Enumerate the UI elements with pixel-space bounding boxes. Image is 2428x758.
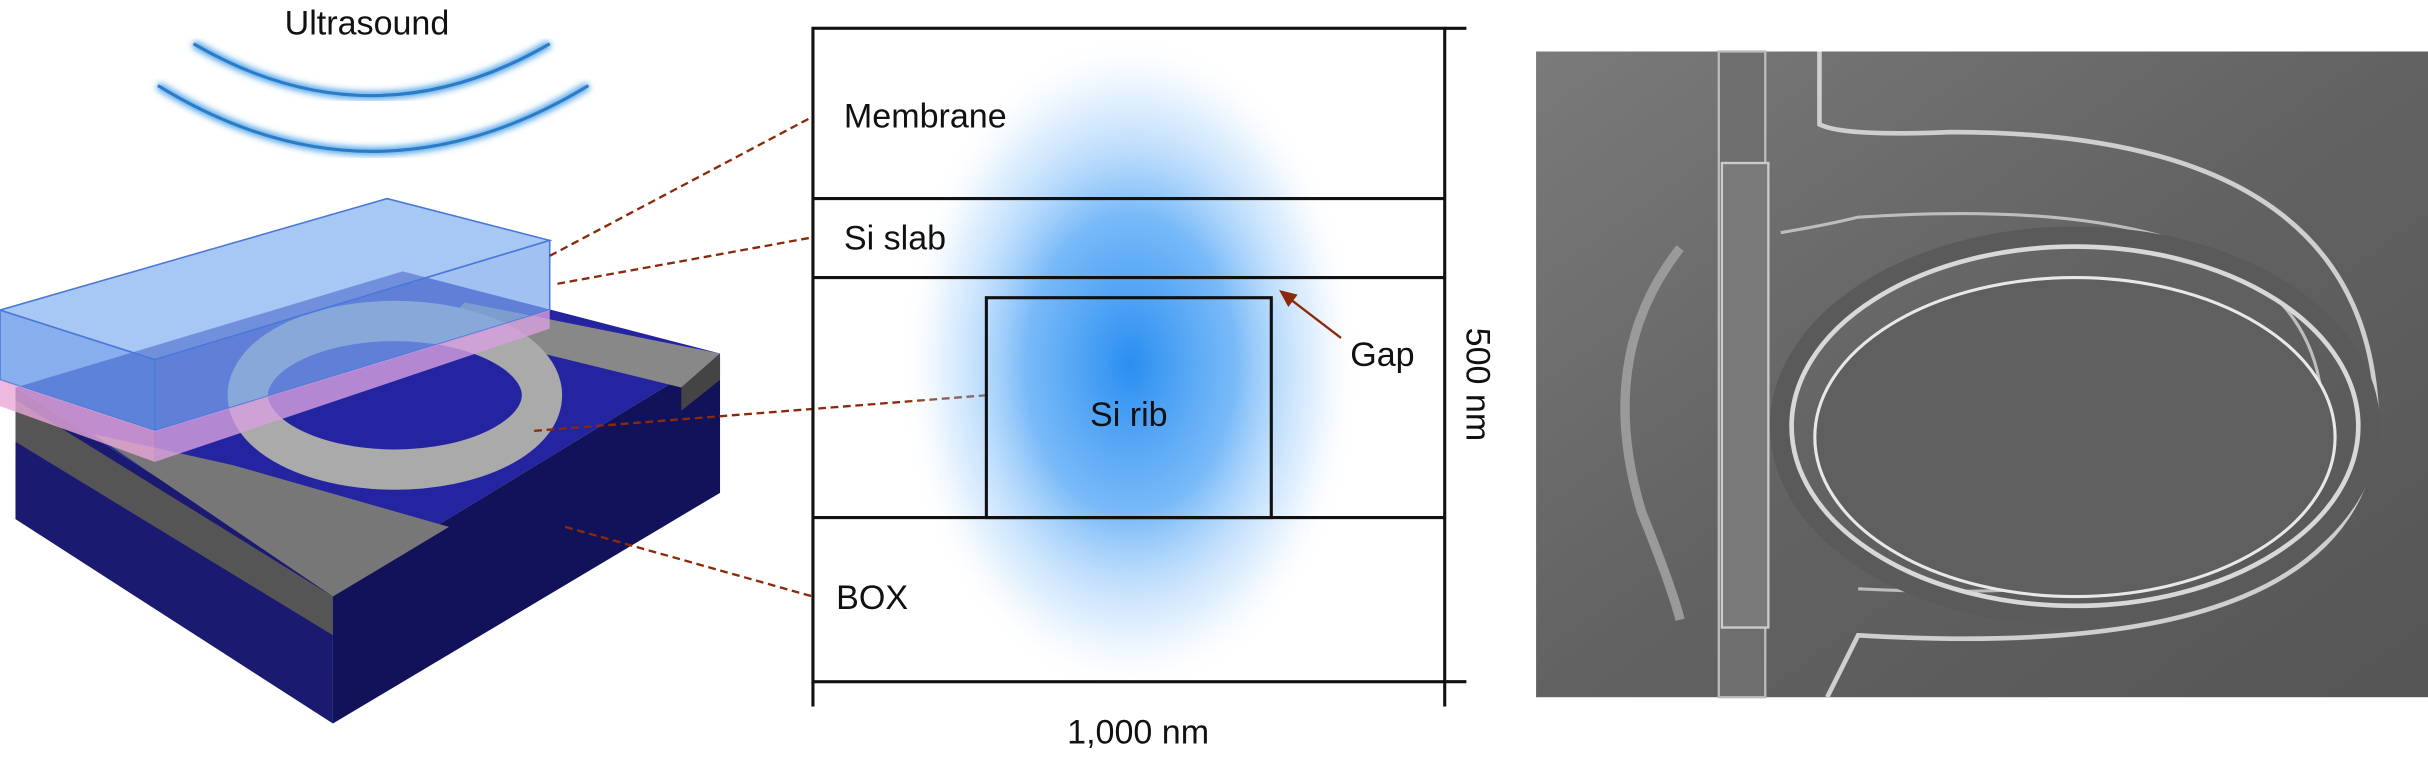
slab-label: Si slab xyxy=(844,220,946,258)
device-illustration: Ultrasound xyxy=(0,4,721,724)
membrane-label: Membrane xyxy=(844,97,1007,135)
height-label: 500 nm xyxy=(1458,328,1496,442)
width-label: 1,000 nm xyxy=(1067,714,1209,752)
ultrasound-label: Ultrasound xyxy=(285,4,450,42)
gap-label: Gap xyxy=(1350,336,1414,374)
cross-section: Membrane Si slab Si rib BOX Gap 500 nm 1… xyxy=(811,26,1496,752)
sem-image xyxy=(1536,50,2428,699)
box-label: BOX xyxy=(836,579,908,617)
rib-label: Si rib xyxy=(1090,396,1168,434)
